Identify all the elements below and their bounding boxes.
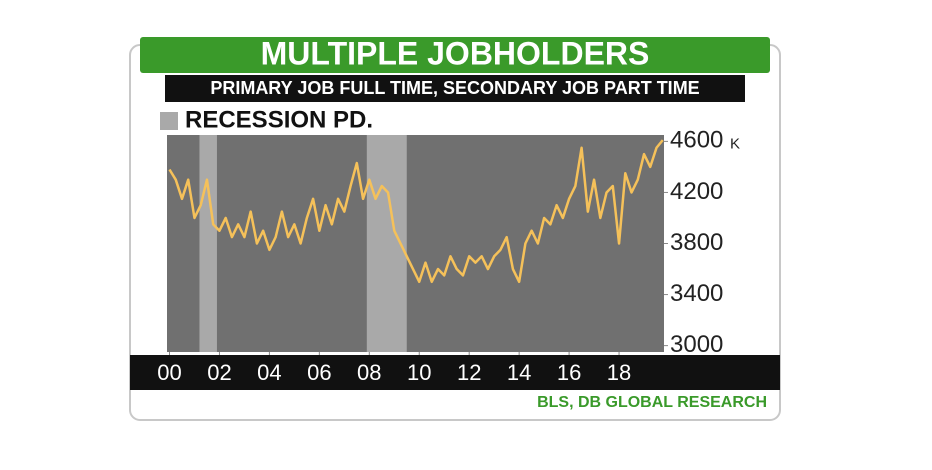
- subtitle-bar: [165, 75, 745, 102]
- x-tick-label: 10: [407, 360, 431, 385]
- y-tick-label: 3800: [670, 229, 723, 256]
- y-tick-label: 4200: [670, 178, 723, 205]
- chart-subtitle: PRIMARY JOB FULL TIME, SECONDARY JOB PAR…: [210, 78, 699, 98]
- legend-label: RECESSION PD.: [185, 106, 373, 133]
- x-axis-bar: [130, 355, 780, 390]
- plot-area: [167, 135, 664, 352]
- y-tick-label: 3000: [670, 331, 723, 358]
- x-tick-label: 08: [357, 360, 381, 385]
- x-tick-label: 14: [507, 360, 531, 385]
- x-tick-label: 02: [207, 360, 231, 385]
- chart-title: MULTIPLE JOBHOLDERS: [261, 35, 650, 71]
- x-tick-label: 16: [557, 360, 581, 385]
- y-unit: K: [730, 135, 740, 152]
- recession-band: [199, 135, 217, 352]
- title-bar: [140, 37, 770, 73]
- data-line: [168, 139, 664, 284]
- x-tick-label: 06: [307, 360, 331, 385]
- y-tick-label: 3400: [670, 280, 723, 307]
- x-tick-label: 04: [257, 360, 281, 385]
- source: BLS, DB GLOBAL RESEARCH: [537, 394, 767, 411]
- x-tick-label: 12: [457, 360, 481, 385]
- y-tick-label: 4600: [670, 127, 723, 154]
- x-tick-label: 18: [607, 360, 631, 385]
- legend-swatch: [160, 112, 178, 130]
- x-tick-label: 00: [157, 360, 181, 385]
